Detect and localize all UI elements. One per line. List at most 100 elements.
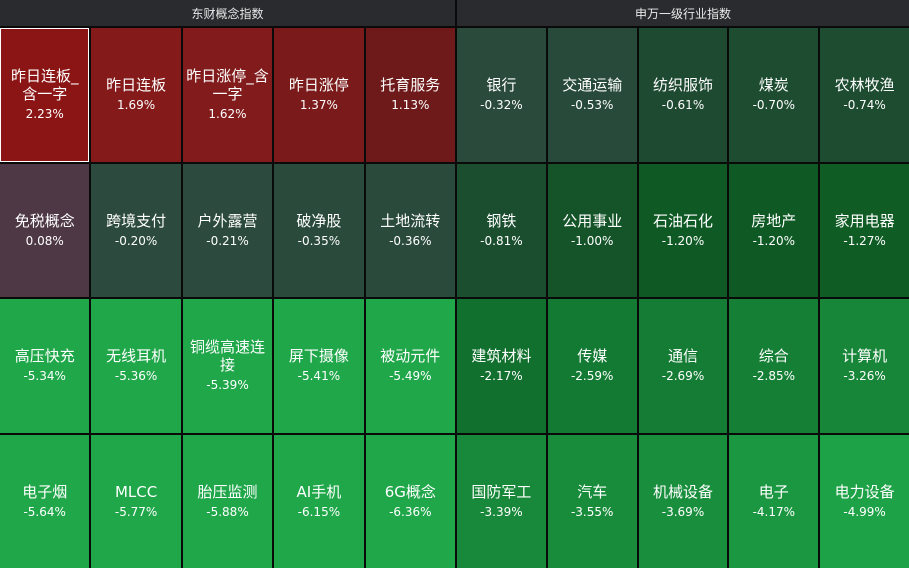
tile-change-percent: -1.20% — [752, 233, 796, 248]
tile-name: 煤炭 — [758, 76, 789, 95]
tile-name: 电力设备 — [834, 482, 895, 501]
industry-index-tile[interactable]: 汽车 -3.55% — [547, 434, 637, 568]
tile-name: 破净股 — [296, 211, 342, 230]
tile-change-percent: -5.41% — [297, 369, 341, 384]
concept-index-tile[interactable]: 破净股 -0.35% — [274, 163, 364, 297]
concept-index-tile[interactable]: 电子烟 -5.64% — [0, 434, 90, 568]
tile-change-percent: -5.34% — [23, 369, 66, 384]
tile-name: 农林牧渔 — [834, 76, 895, 95]
tile-name: 昨日涨停 — [288, 76, 349, 95]
tile-name: 跨境支付 — [106, 211, 167, 230]
concept-index-tile[interactable]: 托育服务 1.13% — [365, 28, 455, 162]
tile-change-percent: -2.59% — [570, 369, 614, 384]
industry-index-tile[interactable]: 机械设备 -3.69% — [638, 434, 728, 568]
tile-name: 家用电器 — [834, 211, 895, 230]
tile-name: 电子 — [758, 482, 789, 501]
tile-name: 公用事业 — [562, 211, 623, 230]
concept-index-tile[interactable]: 无线耳机 -5.36% — [91, 299, 181, 433]
tile-name: 无线耳机 — [106, 347, 167, 366]
concept-index-tile[interactable]: 昨日连板_含一字 2.23% — [0, 28, 90, 162]
concept-index-tile[interactable]: 胎压监测 -5.88% — [182, 434, 273, 568]
tile-name: 免税概念 — [14, 211, 75, 230]
tile-change-percent: -5.36% — [114, 369, 158, 384]
industry-index-tile[interactable]: 交通运输 -0.53% — [547, 28, 637, 162]
concept-index-tile[interactable]: 被动元件 -5.49% — [365, 299, 455, 433]
tile-change-percent: -0.32% — [480, 98, 523, 113]
industry-index-tile[interactable]: 建筑材料 -2.17% — [457, 299, 546, 433]
concept-index-header: 东财概念指数 — [0, 0, 455, 27]
tile-change-percent: -5.64% — [23, 504, 66, 519]
tile-name: 传媒 — [577, 347, 608, 366]
industry-index-tile[interactable]: 银行 -0.32% — [457, 28, 546, 162]
concept-index-tile[interactable]: 昨日涨停 1.37% — [274, 28, 364, 162]
tile-change-percent: -5.77% — [114, 504, 158, 519]
tile-name: MLCC — [114, 482, 158, 501]
tile-change-percent: 1.69% — [117, 98, 156, 113]
industry-index-tile[interactable]: 综合 -2.85% — [729, 299, 819, 433]
industry-index-panel: 申万一级行业指数 银行 -0.32% 交通运输 -0.53% 纺织服饰 -0.61% 煤炭 -… — [457, 0, 909, 568]
tile-name: 国防军工 — [471, 482, 532, 501]
tile-name: 建筑材料 — [471, 347, 532, 366]
concept-index-tile[interactable]: 6G概念 -6.36% — [365, 434, 455, 568]
tile-name: 屏下摄像 — [288, 347, 349, 366]
industry-index-tile[interactable]: 传媒 -2.59% — [547, 299, 637, 433]
tile-name: 电子烟 — [22, 482, 68, 501]
tile-name: 钢铁 — [486, 211, 517, 230]
tile-name: 高压快充 — [14, 347, 75, 366]
industry-index-tile[interactable]: 国防军工 -3.39% — [457, 434, 546, 568]
concept-index-tile[interactable]: 户外露营 -0.21% — [182, 163, 273, 297]
concept-index-tile[interactable]: 屏下摄像 -5.41% — [274, 299, 364, 433]
industry-index-tile[interactable]: 房地产 -1.20% — [729, 163, 819, 297]
industry-index-tile[interactable]: 石油石化 -1.20% — [638, 163, 728, 297]
concept-index-tile[interactable]: 昨日连板 1.69% — [91, 28, 181, 162]
tile-name: 银行 — [486, 76, 517, 95]
tile-name: 昨日涨停_含一字 — [186, 67, 269, 104]
tile-change-percent: -0.70% — [752, 98, 796, 113]
tile-name: 6G概念 — [384, 482, 436, 501]
industry-index-tile[interactable]: 计算机 -3.26% — [820, 299, 909, 433]
concept-index-tile[interactable]: 免税概念 0.08% — [0, 163, 90, 297]
industry-index-tile[interactable]: 电力设备 -4.99% — [820, 434, 909, 568]
tile-change-percent: 2.23% — [25, 107, 64, 122]
industry-index-tile[interactable]: 农林牧渔 -0.74% — [820, 28, 909, 162]
tile-change-percent: -0.81% — [480, 233, 523, 248]
tile-name: 铜缆高速连接 — [189, 338, 265, 375]
tile-change-percent: -0.53% — [570, 98, 614, 113]
industry-index-tile[interactable]: 电子 -4.17% — [729, 434, 819, 568]
industry-index-tile[interactable]: 纺织服饰 -0.61% — [638, 28, 728, 162]
industry-index-tile[interactable]: 煤炭 -0.70% — [729, 28, 819, 162]
tile-change-percent: 1.13% — [391, 98, 430, 113]
concept-index-tile[interactable]: 昨日涨停_含一字 1.62% — [182, 28, 273, 162]
tile-change-percent: -1.20% — [661, 233, 705, 248]
tile-name: 昨日连板 — [106, 76, 167, 95]
tile-change-percent: -4.17% — [752, 504, 796, 519]
concept-index-tile[interactable]: 土地流转 -0.36% — [365, 163, 455, 297]
tile-change-percent: -5.49% — [389, 369, 432, 384]
concept-index-tile[interactable]: 铜缆高速连接 -5.39% — [182, 299, 273, 433]
tile-name: 通信 — [667, 347, 698, 366]
industry-index-tile[interactable]: 钢铁 -0.81% — [457, 163, 546, 297]
concept-index-tile[interactable]: MLCC -5.77% — [91, 434, 181, 568]
concept-index-tile[interactable]: 高压快充 -5.34% — [0, 299, 90, 433]
tile-change-percent: -1.27% — [843, 233, 886, 248]
tile-name: 托育服务 — [380, 76, 441, 95]
concept-index-tile[interactable]: 跨境支付 -0.20% — [91, 163, 181, 297]
tile-change-percent: -0.35% — [297, 233, 341, 248]
concept-index-tile[interactable]: AI手机 -6.15% — [274, 434, 364, 568]
tile-change-percent: 0.08% — [25, 233, 64, 248]
tile-change-percent: -4.99% — [843, 504, 886, 519]
tile-name: 房地产 — [751, 211, 797, 230]
tile-name: 胎压监测 — [197, 482, 258, 501]
industry-index-tile[interactable]: 家用电器 -1.27% — [820, 163, 909, 297]
tile-name: 纺织服饰 — [652, 76, 713, 95]
tile-name: 汽车 — [577, 482, 608, 501]
tile-change-percent: -3.26% — [843, 369, 886, 384]
tile-change-percent: 1.37% — [299, 98, 338, 113]
tile-change-percent: -1.00% — [570, 233, 614, 248]
tile-change-percent: -0.20% — [114, 233, 158, 248]
tile-change-percent: -0.21% — [206, 233, 249, 248]
industry-index-tile[interactable]: 通信 -2.69% — [638, 299, 728, 433]
industry-index-grid: 银行 -0.32% 交通运输 -0.53% 纺织服饰 -0.61% 煤炭 -0.70% 农林牧渔… — [457, 27, 909, 568]
industry-index-tile[interactable]: 公用事业 -1.00% — [547, 163, 637, 297]
